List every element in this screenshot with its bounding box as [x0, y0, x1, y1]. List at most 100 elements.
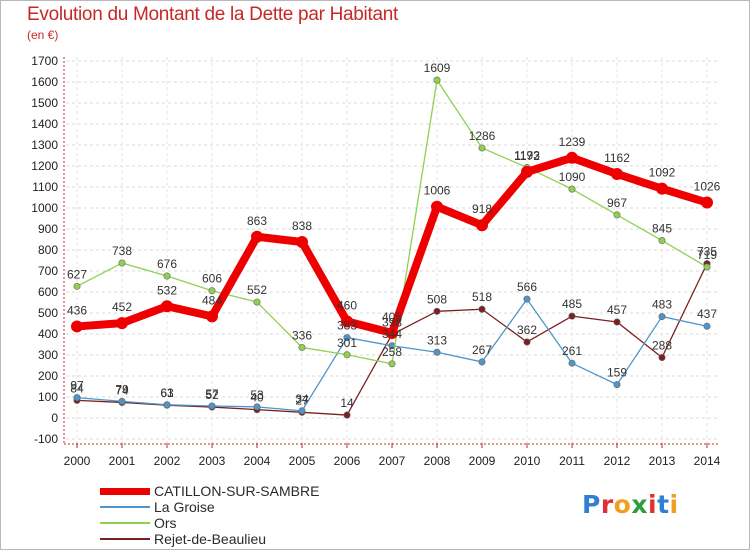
data-label-ors: 606: [202, 272, 222, 286]
data-label-layer: 84 74 61 52 40 27 14 398 508 518 362 485 457 288 735 97…: [67, 61, 721, 410]
data-label-rejet-de-beaulieu: 508: [427, 292, 447, 306]
data-label-ors: 738: [112, 244, 132, 258]
x-tick-label: 2004: [244, 454, 271, 468]
data-point-rejet-de-beaulieu: [433, 307, 441, 315]
data-label-la-groise: 437: [697, 307, 717, 321]
x-tick-label: 2005: [289, 454, 316, 468]
data-point-la-groise: [568, 359, 576, 367]
data-label-catillon-sur-sambre: 1006: [424, 184, 451, 198]
x-tick-label: 2006: [334, 454, 361, 468]
logo-letter: i: [669, 490, 679, 519]
data-label-catillon-sur-sambre: 452: [112, 300, 132, 314]
data-label-ors: 676: [157, 257, 177, 271]
legend-label-la-groise: La Groise: [154, 499, 215, 515]
data-label-catillon-sur-sambre: 1026: [694, 180, 721, 194]
data-point-la-groise: [658, 313, 666, 321]
y-tick-label: 300: [38, 348, 58, 362]
data-label-rejet-de-beaulieu: 398: [382, 315, 402, 329]
data-point-ors: [73, 282, 81, 290]
proxiti-logo: Proxiti: [582, 490, 679, 519]
data-point-la-groise: [433, 348, 441, 356]
legend-swatch-ors: [100, 522, 150, 524]
data-label-rejet-de-beaulieu: 288: [652, 339, 672, 353]
data-label-rejet-de-beaulieu: 84: [70, 381, 84, 395]
data-label-rejet-de-beaulieu: 61: [160, 386, 174, 400]
data-label-rejet-de-beaulieu: 485: [562, 297, 582, 311]
data-label-ors: 1609: [424, 61, 451, 75]
data-label-rejet-de-beaulieu: 457: [607, 303, 627, 317]
data-label-catillon-sur-sambre: 532: [157, 283, 177, 297]
data-label-la-groise: 53: [250, 388, 264, 402]
data-point-la-groise: [343, 334, 351, 342]
legend-swatch-la-groise: [100, 506, 150, 508]
data-point-la-groise: [523, 295, 531, 303]
data-label-la-groise: 566: [517, 280, 537, 294]
data-point-rejet-de-beaulieu: [568, 312, 576, 320]
data-point-rejet-de-beaulieu: [343, 411, 351, 419]
x-tick-label: 2007: [379, 454, 406, 468]
y-tick-label: 400: [38, 327, 58, 341]
y-tick-label: 1100: [32, 180, 58, 194]
data-point-rejet-de-beaulieu: [658, 354, 666, 362]
data-point-la-groise: [703, 322, 711, 330]
data-label-catillon-sur-sambre: 484: [202, 293, 222, 307]
y-tick-label: -100: [34, 432, 58, 446]
data-label-catillon-sur-sambre: 460: [337, 298, 357, 312]
data-point-ors: [703, 263, 711, 271]
data-label-ors: 552: [247, 283, 267, 297]
data-label-catillon-sur-sambre: 436: [67, 303, 87, 317]
data-label-ors: 1286: [469, 129, 496, 143]
data-point-catillon-sur-sambre: [251, 230, 263, 243]
chart-title: Evolution du Montant de la Dette par Hab…: [27, 4, 398, 25]
data-label-rejet-de-beaulieu: 518: [472, 290, 492, 304]
data-label-la-groise: 267: [472, 343, 492, 357]
data-point-rejet-de-beaulieu: [613, 318, 621, 326]
data-label-rejet-de-beaulieu: 362: [517, 323, 537, 337]
data-point-ors: [253, 298, 261, 306]
data-point-catillon-sur-sambre: [701, 196, 713, 209]
data-point-rejet-de-beaulieu: [523, 338, 531, 346]
data-point-ors: [613, 211, 621, 219]
data-point-catillon-sur-sambre: [611, 167, 623, 180]
data-label-la-groise: 261: [562, 344, 582, 358]
y-tick-label: 1300: [31, 138, 58, 152]
data-label-ors: 627: [67, 267, 87, 281]
legend-label-catillon: CATILLON-SUR-SAMBRE: [154, 483, 320, 499]
data-label-catillon-sur-sambre: 1162: [604, 151, 630, 165]
data-label-catillon-sur-sambre: 863: [247, 214, 267, 228]
logo-letter: o: [613, 490, 632, 519]
data-point-la-groise: [613, 381, 621, 389]
y-tick-label: 1500: [31, 96, 58, 110]
data-label-la-groise: 63: [160, 386, 174, 400]
data-label-ors: 845: [652, 222, 672, 236]
data-label-ors: 719: [697, 248, 717, 262]
legend-label-rejet-de-beaulieu: Rejet-de-Beaulieu: [154, 531, 267, 547]
data-label-rejet-de-beaulieu: 14: [340, 396, 354, 410]
data-label-la-groise: 344: [382, 327, 402, 341]
data-point-ors: [388, 360, 396, 368]
data-point-catillon-sur-sambre: [431, 200, 443, 213]
y-tick-label: 600: [38, 285, 58, 299]
data-label-la-groise: 34: [295, 392, 309, 406]
logo-letter: i: [648, 490, 658, 519]
data-label-la-groise: 79: [115, 382, 129, 396]
y-tick-label: 800: [38, 243, 58, 257]
x-tick-label: 2011: [559, 454, 585, 468]
data-point-ors: [343, 351, 351, 359]
x-tick-label: 2008: [424, 454, 451, 468]
data-point-catillon-sur-sambre: [341, 315, 353, 328]
data-label-la-groise: 483: [652, 298, 672, 312]
data-point-la-groise: [163, 401, 171, 409]
logo-letter: t: [657, 490, 670, 519]
data-label-la-groise: 57: [205, 387, 219, 401]
data-point-la-groise: [73, 394, 81, 402]
data-label-ors: 301: [337, 336, 357, 350]
y-tick-label: 1200: [31, 159, 58, 173]
legend-swatch-catillon: [100, 488, 150, 495]
y-tick-label: 0: [51, 411, 58, 425]
y-tick-label: 1700: [31, 54, 58, 68]
x-tick-label: 2010: [514, 454, 541, 468]
x-tick-label: 2012: [604, 454, 631, 468]
data-label-rejet-de-beaulieu: 735: [697, 245, 717, 259]
